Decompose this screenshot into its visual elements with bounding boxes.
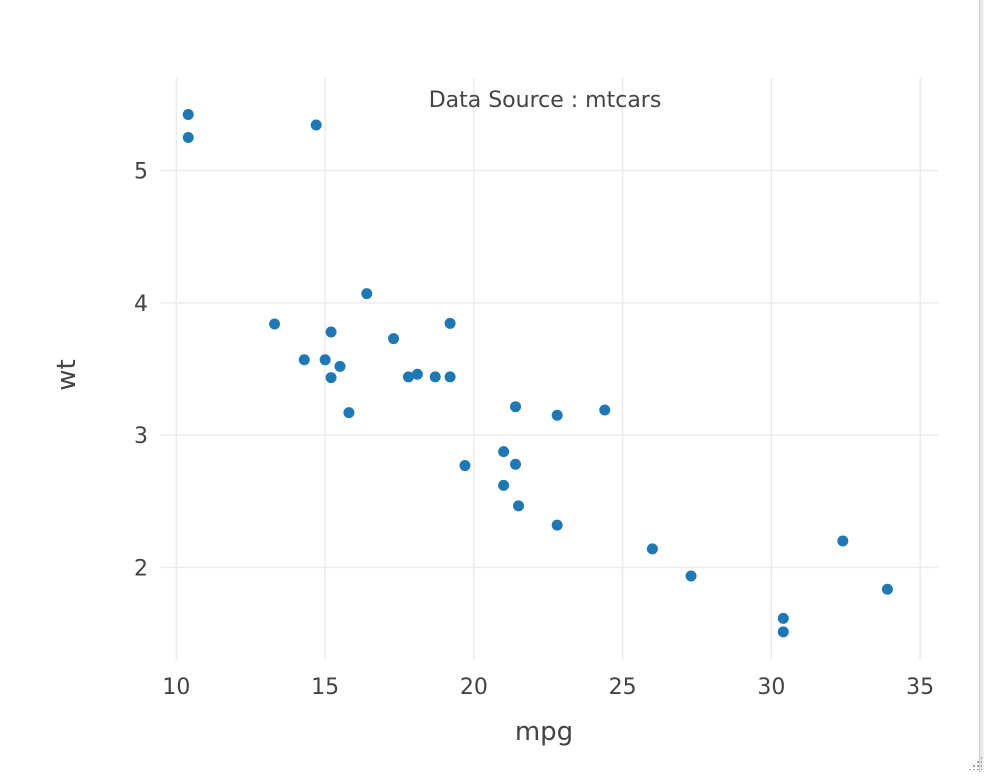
scatter-point[interactable]	[429, 371, 441, 383]
y-tick-label: 5	[134, 160, 148, 185]
scatter-point[interactable]	[325, 372, 337, 384]
scatter-point[interactable]	[513, 500, 525, 512]
y-axis-label: wt	[52, 359, 82, 390]
x-tick-label: 35	[906, 675, 934, 700]
x-axis-label: mpg	[515, 717, 573, 747]
data-points[interactable]	[182, 109, 893, 638]
scatter-point[interactable]	[777, 626, 789, 638]
x-tick-label: 30	[757, 675, 785, 700]
y-tick-label: 3	[134, 424, 148, 449]
scatter-point[interactable]	[334, 360, 346, 372]
grid-lines	[160, 78, 938, 660]
scatter-point[interactable]	[182, 132, 194, 144]
x-tick-label: 10	[162, 675, 190, 700]
scatter-point[interactable]	[444, 317, 456, 329]
scatter-point[interactable]	[498, 446, 510, 458]
scatter-point[interactable]	[182, 109, 194, 121]
scatter-point[interactable]	[837, 535, 849, 547]
scatter-point[interactable]	[646, 543, 658, 555]
scatter-point[interactable]	[551, 519, 563, 531]
scatter-point[interactable]	[319, 354, 331, 366]
chart-title: Data Source : mtcars	[429, 88, 662, 113]
x-tick-label: 15	[311, 675, 339, 700]
scatter-point[interactable]	[325, 326, 337, 338]
scatter-point[interactable]	[510, 401, 522, 413]
scatter-point[interactable]	[411, 368, 423, 380]
scatter-point[interactable]	[510, 458, 522, 470]
scatter-point[interactable]	[402, 371, 414, 383]
scatter-point[interactable]	[498, 479, 510, 491]
scatter-point[interactable]	[444, 371, 456, 383]
window-edge	[979, 0, 984, 772]
scatter-point[interactable]	[269, 318, 281, 330]
scatter-point[interactable]	[298, 354, 310, 366]
scatter-point[interactable]	[599, 404, 611, 416]
x-tick-label: 25	[609, 675, 637, 700]
scatter-point[interactable]	[777, 612, 789, 624]
scatter-point[interactable]	[685, 570, 697, 582]
scatter-point[interactable]	[551, 409, 563, 421]
x-axis-ticks: 10 15 20 25 30 35	[162, 675, 934, 700]
y-tick-label: 4	[134, 292, 148, 317]
scatter-point[interactable]	[361, 288, 373, 300]
x-tick-label: 20	[460, 675, 488, 700]
scatter-point[interactable]	[310, 119, 322, 131]
y-axis-ticks: 2 3 4 5	[134, 160, 148, 582]
scatter-point[interactable]	[459, 460, 471, 472]
scatter-point[interactable]	[881, 583, 893, 595]
scatter-point[interactable]	[343, 407, 355, 419]
scatter-point[interactable]	[388, 333, 400, 345]
y-tick-label: 2	[134, 556, 148, 581]
